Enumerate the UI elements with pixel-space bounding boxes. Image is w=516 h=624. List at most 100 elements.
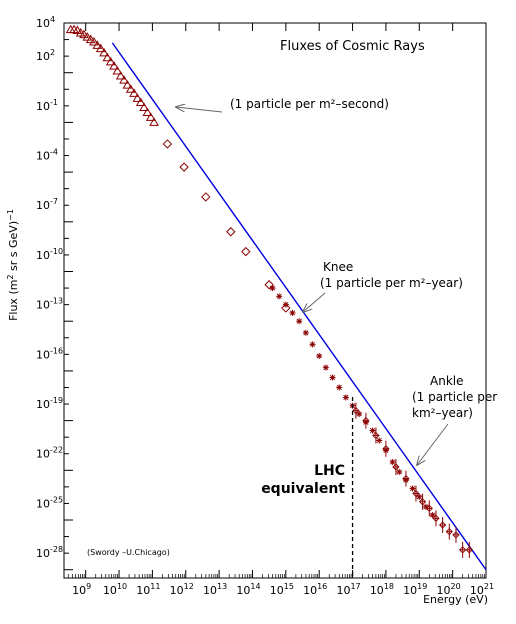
- errorbar-diamond: [412, 489, 420, 498]
- y-tick-label: 10-22: [36, 446, 63, 461]
- triangle-point: [135, 97, 146, 107]
- diamond-point: [241, 246, 251, 257]
- triangle-point: [102, 52, 113, 62]
- lhc-label-line1: LHC: [314, 463, 345, 479]
- star-point: [342, 394, 349, 401]
- star-point: [369, 427, 376, 434]
- fit-line: [111, 42, 487, 571]
- errorbar-diamond: [459, 546, 467, 554]
- star-stroke: [329, 374, 336, 381]
- y-tick-label: 104: [36, 15, 55, 30]
- plot-border: [63, 22, 487, 579]
- star-stroke: [356, 411, 362, 417]
- star-point: [389, 459, 396, 466]
- star-stroke: [303, 330, 309, 336]
- errorbar-point: [382, 440, 390, 457]
- x-tick-label: 1016: [303, 582, 327, 597]
- knee-title: Knee: [323, 260, 353, 274]
- triangle-point: [139, 102, 149, 111]
- star-stroke: [370, 427, 376, 434]
- triangle-point: [89, 37, 99, 46]
- x-tick-label: 1013: [203, 582, 227, 597]
- errorbar-diamond: [452, 531, 460, 539]
- triangle-point: [95, 43, 106, 53]
- star-point: [416, 493, 423, 500]
- x-tick-label: 1014: [236, 582, 260, 597]
- diamond-point: [226, 227, 236, 237]
- star-stroke: [289, 310, 296, 316]
- star-point: [329, 374, 336, 381]
- triangle-point: [115, 71, 126, 80]
- errorbar-point: [418, 493, 427, 510]
- triangle-point: [109, 61, 119, 70]
- y-tick-label: 10-16: [36, 346, 63, 361]
- triangle-point: [99, 47, 109, 57]
- power-law-fit-line: [111, 42, 487, 571]
- x-tick-label: 109: [72, 582, 91, 597]
- y-axis-label: Flux (m2 sr s GeV)−1: [6, 209, 20, 321]
- triangle-point: [122, 80, 133, 89]
- star-stroke: [283, 302, 289, 308]
- star-point: [269, 285, 276, 292]
- ankle-subtitle-line1: (1 particle per: [412, 390, 497, 404]
- y-tick-label: 10-10: [36, 247, 63, 262]
- errorbar-diamond: [425, 504, 433, 513]
- errorbar-diamond: [418, 498, 427, 506]
- star-stroke: [276, 293, 282, 299]
- triangle-point: [72, 25, 83, 34]
- x-tick-label: 1018: [370, 582, 394, 597]
- errorbar-point: [352, 402, 360, 419]
- star-stroke: [396, 469, 402, 475]
- x-tick-label: 1020: [437, 582, 461, 597]
- star-stroke: [430, 512, 436, 518]
- triangle-point: [92, 40, 103, 49]
- x-tick-labels: 109 1010 1011 1012 1013 1014 1015 1016 1017 1018 1…: [72, 582, 494, 597]
- star-point: [409, 485, 416, 492]
- star-point: [276, 293, 283, 300]
- diamond-point: [201, 192, 211, 202]
- triangle-point: [112, 66, 123, 75]
- star-point: [356, 410, 363, 417]
- ankle-subtitle-line2: km²–year): [412, 406, 473, 420]
- star-stroke: [296, 318, 302, 324]
- y-tick-label: 102: [36, 48, 55, 63]
- star-stroke: [316, 353, 322, 359]
- star-stroke: [323, 365, 329, 371]
- star-point: [296, 318, 303, 325]
- triangle-point: [105, 56, 116, 66]
- errorbar-diamond: [465, 546, 473, 554]
- x-tick-label: 1019: [403, 582, 427, 597]
- errorbar-point: [362, 412, 370, 429]
- star-point: [316, 353, 323, 359]
- triangle-point: [125, 84, 136, 93]
- errorbar-diamond: [432, 514, 440, 522]
- x-tick-label: 1011: [136, 582, 160, 597]
- star-point: [302, 329, 309, 336]
- x-tick-label: 1010: [103, 582, 127, 597]
- diamond-point: [264, 280, 274, 290]
- star-point: [396, 468, 403, 475]
- x-axis-label: Energy (eV): [423, 593, 488, 606]
- errorbar-point: [372, 427, 380, 444]
- errorbar-point: [438, 516, 447, 533]
- y-tick-label: 10-13: [36, 297, 63, 312]
- errorbar-point: [445, 523, 453, 540]
- star-stroke: [390, 459, 396, 465]
- per-second-arrow: [176, 107, 223, 113]
- errorbar-diamond: [445, 527, 453, 536]
- y-tick-label: 10-4: [36, 148, 58, 163]
- errorbar-point: [452, 526, 460, 543]
- x-tick-label: 1021: [470, 582, 494, 597]
- star-point: [336, 384, 343, 391]
- triangle-point: [132, 93, 143, 102]
- triangle-point: [85, 34, 96, 44]
- data-points: [65, 24, 473, 558]
- star-stroke: [376, 437, 382, 444]
- errorbar-diamond: [402, 474, 410, 483]
- diamond-point: [162, 139, 173, 149]
- ankle-title: Ankle: [430, 374, 463, 388]
- star-stroke: [269, 285, 276, 291]
- star-stroke: [410, 485, 416, 492]
- errorbar-diamond: [392, 463, 400, 471]
